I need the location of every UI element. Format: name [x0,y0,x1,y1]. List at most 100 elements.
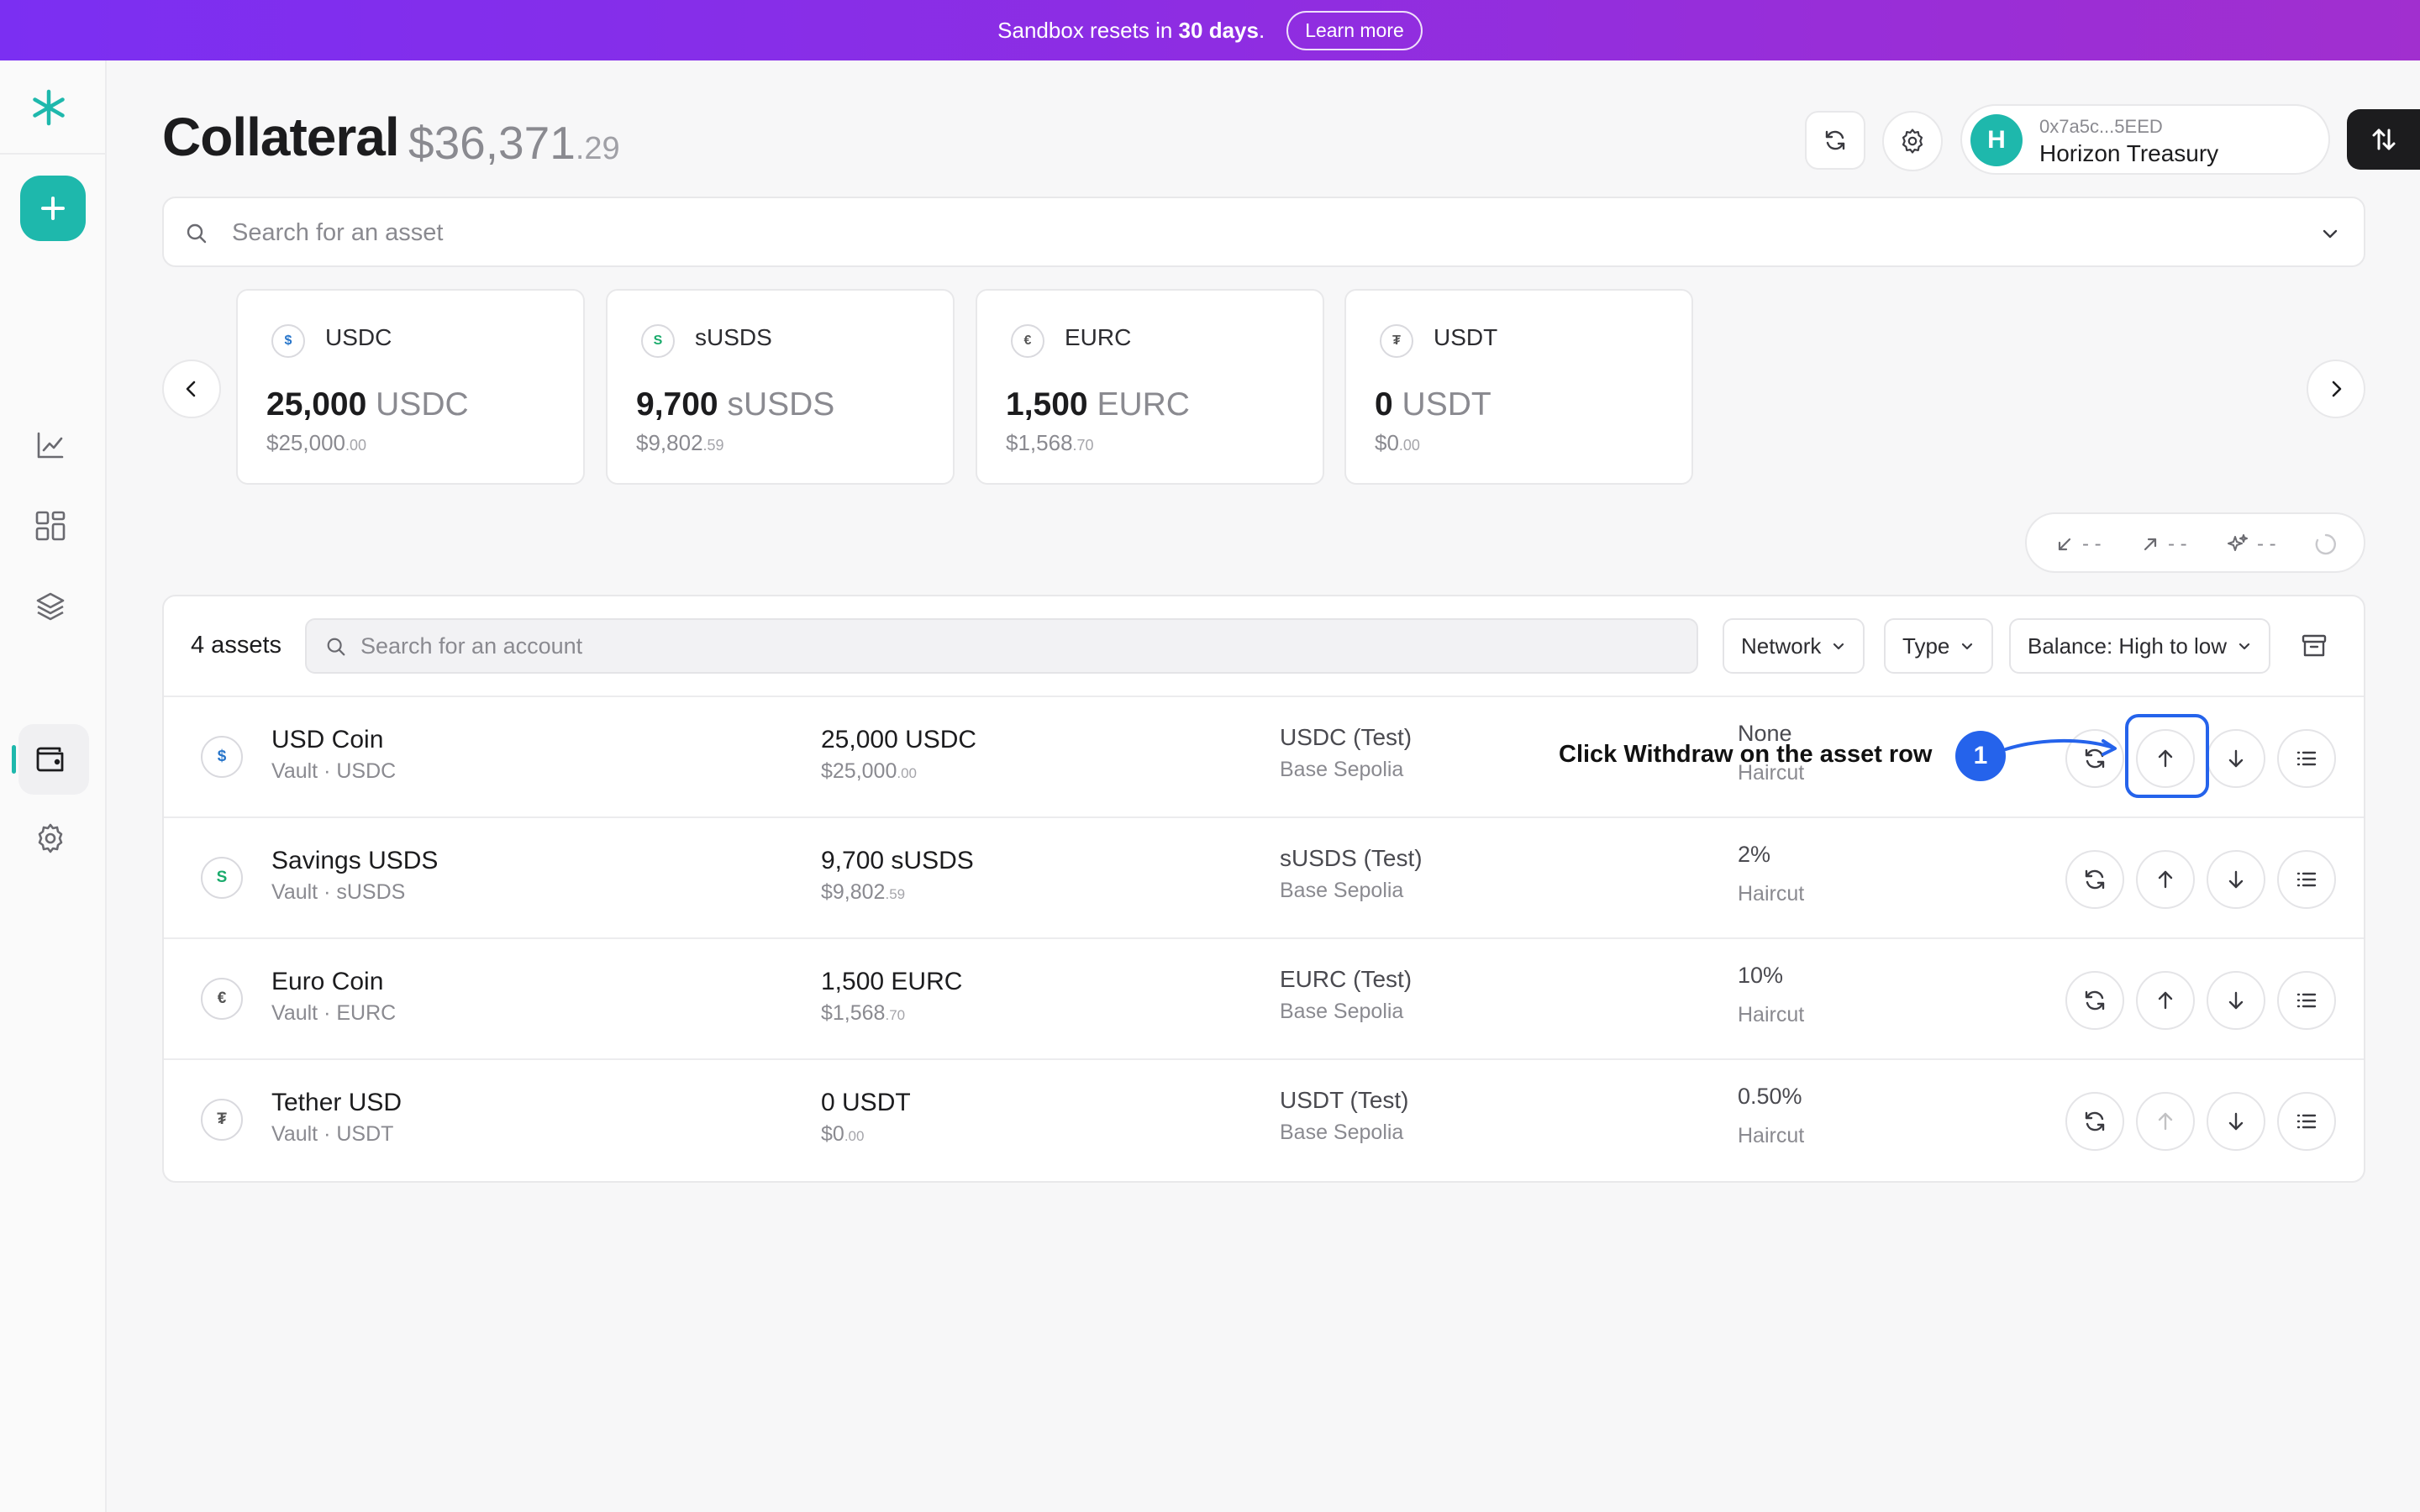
outgoing-stat: - - [2141,533,2187,556]
account-address: 0x7a5c...5EED [2039,116,2163,137]
refresh-icon [2085,990,2105,1011]
usdt-icon: ₮ [1380,324,1413,358]
table-row[interactable]: S Savings USDS Vault · sUSDS 9,700 sUSDS… [164,816,2364,937]
chevron-down-icon [2238,643,2250,650]
card-symbol: USDC [325,324,392,350]
asset-usd-value: $9,802.59 [821,880,906,904]
card-usd-value: $9,802.59 [636,430,724,455]
asset-card-usdt[interactable]: ₮ USDT 0 USDT $0.00 [1344,289,1693,485]
asset-subtitle: Vault · EURC [271,1001,397,1025]
chevron-left-icon [186,381,196,397]
sidebar-item-settings[interactable] [32,820,69,857]
deposit-button[interactable] [2207,971,2265,1030]
network-token: EURC (Test) [1280,966,1413,992]
more-menu-button[interactable] [2277,971,2336,1030]
carousel-next-button[interactable] [2307,360,2365,418]
sort-dropdown-label: Balance: High to low [2028,633,2228,659]
list-icon [2296,993,2317,1008]
chevron-down-icon[interactable] [2318,222,2342,245]
chevron-down-icon [1962,643,1973,650]
network-name: Base Sepolia [1280,879,1404,902]
withdraw-button[interactable] [2136,850,2195,909]
flow-stats: - - - - - - [2025,512,2365,573]
network-name: Base Sepolia [1280,1000,1404,1023]
card-usd-value: $1,568.70 [1006,430,1094,455]
sandbox-banner: Sandbox resets in 30 days. Learn more [0,0,2420,60]
withdraw-button-disabled [2136,1092,2195,1151]
card-symbol: USDT [1434,324,1498,350]
type-filter[interactable]: Type [1884,618,1994,674]
deposit-button[interactable] [2207,850,2265,909]
asset-card-eurc[interactable]: € EURC 1,500 EURC $1,568.70 [976,289,1324,485]
list-icon [2296,872,2317,887]
search-icon [327,638,345,656]
settings-button[interactable] [1882,111,1943,171]
asset-balance: 0 USDT [821,1089,911,1116]
deposit-button[interactable] [2207,729,2265,788]
asset-name: Savings USDS [271,847,439,874]
eurc-icon: € [1011,324,1044,358]
asset-search[interactable]: Search for an asset [162,197,2365,267]
assets-table: 4 assets Search for an account Network T… [162,595,2365,1183]
tutorial-step-badge: 1 [1955,731,2006,781]
haircut-label: Haircut [1738,1124,1805,1147]
refresh-icon [2085,1111,2105,1131]
asset-name: USD Coin [271,726,384,753]
asterisk-logo-icon[interactable] [30,89,67,126]
grid-icon [35,511,66,541]
list-icon [2296,1114,2317,1129]
sidebar [0,60,107,1512]
haircut-value: 10% [1738,963,1784,988]
loading-spinner-icon [2315,533,2336,555]
deposit-button[interactable] [2207,1092,2265,1151]
asset-usd-value: $25,000.00 [821,759,918,783]
asset-name: Tether USD [271,1089,402,1116]
sort-dropdown[interactable]: Balance: High to low [2009,618,2271,674]
arrow-down-icon [2228,1112,2244,1131]
collateral-total: $36,371.29 [408,117,620,169]
sidebar-item-dashboard[interactable] [32,507,69,544]
refresh-button[interactable] [1805,111,1865,170]
withdraw-button[interactable] [2136,971,2195,1030]
card-balance: 25,000 USDC [266,386,469,423]
asset-card-usdc[interactable]: $ USDC 25,000 USDC $25,000.00 [236,289,585,485]
table-row[interactable]: $ USD Coin Vault · USDC 25,000 USDC $25,… [164,696,2364,816]
swap-button[interactable] [2065,850,2124,909]
sidebar-item-analytics[interactable] [32,427,69,464]
learn-more-button[interactable]: Learn more [1286,10,1423,50]
account-name: Horizon Treasury [2039,140,2219,166]
network-token: USDT (Test) [1280,1087,1409,1113]
asset-balance: 9,700 sUSDS [821,847,974,874]
usdt-icon: ₮ [201,1099,243,1141]
asset-card-susds[interactable]: S sUSDS 9,700 sUSDS $9,802.59 [606,289,955,485]
more-menu-button[interactable] [2277,850,2336,909]
swap-button[interactable] [2065,1092,2124,1151]
haircut-label: Haircut [1738,761,1805,785]
list-icon [2296,751,2317,766]
sidebar-item-layers[interactable] [32,588,69,625]
sidebar-item-wallet[interactable] [32,741,69,778]
account-search-input[interactable]: Search for an account [305,618,1698,674]
more-menu-button[interactable] [2277,1092,2336,1151]
chevron-right-icon [2332,381,2342,397]
new-button[interactable] [20,176,86,241]
swap-button[interactable] [2065,971,2124,1030]
transfer-button[interactable] [2347,109,2420,170]
swap-button[interactable] [2065,729,2124,788]
account-search-placeholder: Search for an account [360,633,583,659]
table-row[interactable]: ₮ Tether USD Vault · USDT 0 USDT $0.00 U… [164,1058,2364,1179]
archive-icon[interactable] [2300,632,2328,660]
table-row[interactable]: € Euro Coin Vault · EURC 1,500 EURC $1,5… [164,937,2364,1058]
withdraw-button[interactable] [2136,729,2195,788]
card-balance: 1,500 EURC [1006,386,1190,423]
network-filter[interactable]: Network [1723,618,1865,674]
asset-subtitle: Vault · USDT [271,1122,394,1146]
card-symbol: EURC [1065,324,1132,350]
haircut-label: Haircut [1738,882,1805,906]
more-menu-button[interactable] [2277,729,2336,788]
account-switcher[interactable]: H 0x7a5c...5EED Horizon Treasury [1960,104,2330,175]
yield-stat: - - [2227,533,2276,556]
arrow-down-icon [2228,749,2244,768]
asset-usd-value: $1,568.70 [821,1001,906,1025]
carousel-prev-button[interactable] [162,360,221,418]
